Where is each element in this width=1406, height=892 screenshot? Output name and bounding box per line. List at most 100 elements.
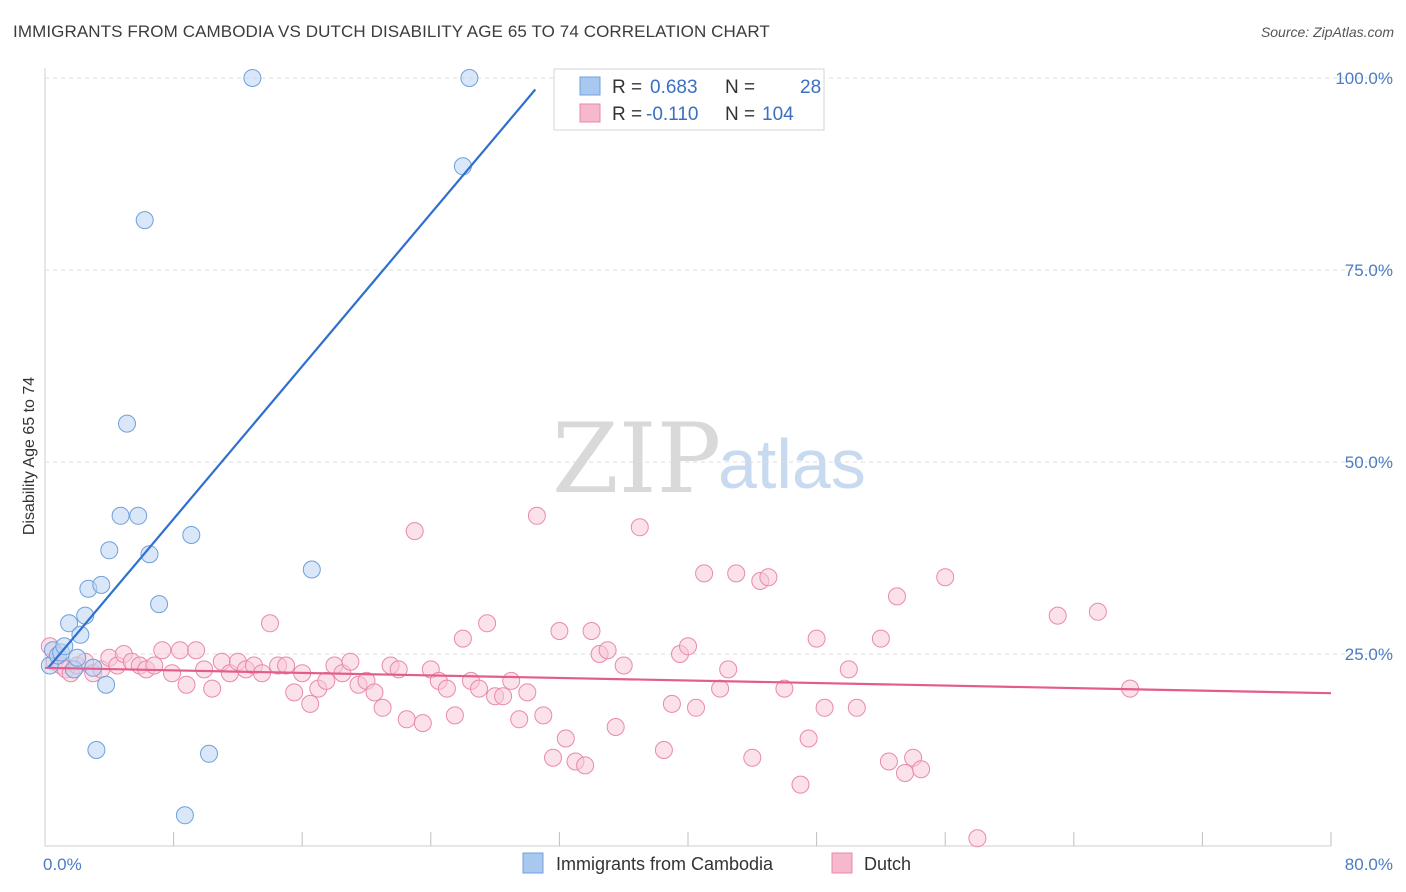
cambodia-point — [135, 211, 154, 230]
dutch-point — [687, 698, 705, 717]
dutch-point — [153, 641, 172, 660]
dutch-point — [606, 718, 625, 736]
y-tick-label: 50.0% — [1345, 453, 1393, 472]
legend-box: R = 0.683 N = 28 R = -0.110 N = 104 — [553, 68, 825, 131]
cambodia-point — [243, 69, 262, 87]
dutch-point — [341, 652, 360, 671]
dutch-point — [614, 656, 633, 675]
cambodia-point — [60, 614, 79, 633]
cambodia-point — [460, 69, 479, 87]
dutch-point — [888, 587, 906, 606]
dutch-point — [871, 629, 890, 648]
dutch-point — [654, 741, 673, 759]
bottom-legend-swatch-dutch — [831, 852, 853, 874]
dutch-point — [711, 679, 730, 698]
dutch-point — [847, 698, 866, 717]
dutch-point — [413, 714, 432, 733]
y-tick-label: 75.0% — [1345, 261, 1393, 280]
dutch-point — [550, 622, 569, 640]
dutch-point — [1048, 606, 1067, 625]
cambodia-point — [150, 595, 169, 614]
cambodia-point — [129, 506, 148, 525]
dutch-point — [494, 687, 513, 706]
dutch-point — [968, 829, 987, 848]
dutch-point — [518, 683, 537, 702]
dutch-point — [936, 568, 955, 587]
dutch-point — [405, 522, 424, 541]
dutch-trend-line — [44, 666, 1332, 695]
cambodia-trend-line — [47, 88, 537, 669]
dutch-point — [397, 710, 416, 729]
dutch-point — [576, 756, 595, 775]
dutch-point — [437, 679, 456, 698]
dutch-point — [478, 614, 497, 633]
dutch-point — [727, 564, 746, 583]
dutch-point — [187, 641, 206, 660]
cambodia-point — [453, 157, 472, 176]
dutch-point — [277, 656, 296, 675]
dutch-point — [775, 679, 794, 698]
cambodia-point — [182, 526, 201, 544]
dutch-point — [759, 568, 778, 587]
dutch-point — [743, 748, 762, 767]
cambodia-point — [140, 545, 159, 564]
dutch-point — [195, 660, 214, 679]
dutch-point — [163, 664, 181, 683]
watermark-atlas: atlas — [718, 425, 866, 503]
dutch-point — [719, 660, 738, 679]
dutch-point — [373, 698, 392, 717]
legend-r-label-dutch: R = — [612, 104, 642, 125]
dutch-point — [1088, 602, 1107, 621]
dutch-point — [630, 518, 649, 537]
legend-swatch-cambodia — [579, 76, 601, 96]
dutch-point — [171, 641, 189, 660]
dutch-point — [301, 694, 320, 713]
cambodia-point — [71, 625, 90, 644]
legend-n-value-dutch: 104 — [762, 104, 794, 125]
legend-r-label-cambodia: R = — [612, 77, 642, 98]
y-tick-label: 25.0% — [1345, 645, 1393, 664]
cambodia-point — [68, 648, 87, 667]
dutch-point — [662, 694, 681, 713]
dutch-point — [912, 760, 931, 779]
dutch-point — [527, 506, 546, 525]
cambodia-point — [175, 806, 194, 825]
trend-lines — [44, 88, 1332, 695]
dutch-point — [679, 637, 697, 656]
cambodia-point — [87, 741, 106, 759]
cambodia-point — [97, 675, 116, 694]
cambodia-point — [200, 744, 218, 763]
dutch-point — [544, 748, 562, 767]
bottom-legend-label-cambodia: Immigrants from Cambodia — [556, 854, 774, 874]
dutch-point — [365, 683, 384, 702]
dutch-point — [815, 698, 834, 717]
legend-swatch-dutch — [579, 103, 601, 123]
dutch-point — [791, 775, 810, 794]
gridlines — [45, 77, 1392, 655]
legend-n-value-cambodia: 28 — [800, 77, 821, 98]
data-points — [40, 69, 1140, 848]
dutch-point — [203, 679, 222, 698]
dutch-point — [839, 660, 858, 679]
dutch-point — [896, 764, 914, 782]
chart-title: IMMIGRANTS FROM CAMBODIA VS DUTCH DISABI… — [13, 22, 770, 41]
dutch-point — [582, 622, 601, 640]
dutch-point — [317, 671, 336, 690]
dutch-point — [695, 564, 714, 583]
dutch-point — [261, 614, 279, 633]
cambodia-point — [100, 541, 119, 560]
legend-n-label-cambodia: N = — [725, 77, 755, 98]
watermark-zip: ZIP — [552, 403, 721, 515]
dutch-point — [807, 629, 826, 648]
y-axis-label: Disability Age 65 to 74 — [21, 377, 38, 535]
bottom-legend-swatch-cambodia — [522, 852, 544, 874]
bottom-legend-label-dutch: Dutch — [864, 854, 911, 874]
legend-r-value-dutch: -0.110 — [646, 104, 698, 125]
dutch-point — [502, 671, 521, 690]
cambodia-point — [111, 506, 130, 525]
dutch-point — [177, 675, 196, 694]
dutch-point — [285, 683, 304, 702]
cambodia-point — [118, 414, 136, 433]
tick-labels: 25.0% 50.0% 75.0% 100.0% 0.0% 80.0% — [43, 69, 1393, 874]
